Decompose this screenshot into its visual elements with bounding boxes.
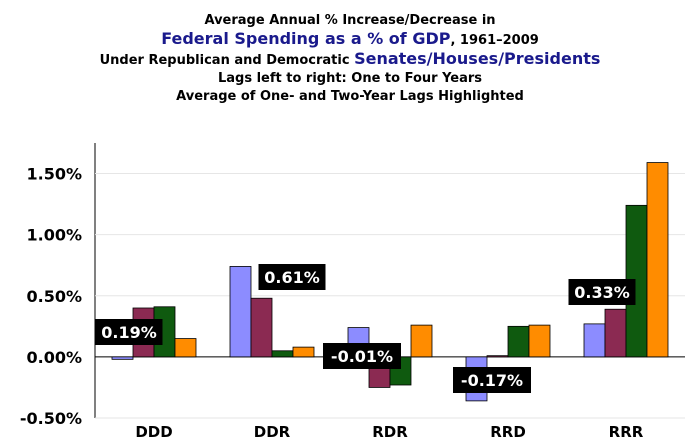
y-tick-label: -0.50% — [20, 409, 82, 428]
title-line-5: Average of One- and Two-Year Lags Highli… — [176, 89, 524, 104]
y-tick-label: 1.50% — [26, 165, 82, 184]
highlight-label: -0.01% — [331, 347, 393, 366]
x-tick-label: RRR — [609, 423, 644, 441]
title-line-2: Federal Spending as a % of GDP, 1961–200… — [0, 30, 700, 50]
bar — [646, 162, 669, 358]
highlight-label-box — [453, 367, 531, 393]
title-line-3-main: Senates/Houses/Presidents — [354, 49, 601, 68]
highlight-label-box — [568, 279, 636, 305]
x-tick-label: DDD — [135, 423, 172, 441]
highlight-label: -0.17% — [461, 371, 523, 390]
title-line-2-main: Federal Spending as a % of GDP — [161, 29, 451, 48]
highlight-label-box — [323, 343, 401, 369]
title-line-2-rest: , 1961–2009 — [450, 33, 539, 48]
bar — [583, 323, 606, 358]
x-tick-label: RDR — [372, 423, 408, 441]
title-line-3-pre: Under Republican and Democratic — [99, 53, 355, 68]
bar — [271, 350, 294, 358]
bar — [528, 324, 551, 358]
bar — [410, 324, 433, 358]
highlight-label: 0.19% — [101, 323, 157, 342]
x-tick-label: DDR — [254, 423, 291, 441]
highlight-label: 0.61% — [264, 268, 320, 287]
title-line-4: Lags left to right: One to Four Years — [217, 71, 483, 86]
bar — [250, 297, 273, 358]
bar — [604, 308, 627, 358]
title-line-3: Under Republican and Democratic Senates/… — [0, 50, 700, 70]
bar — [507, 325, 530, 358]
x-tick-label: RRD — [490, 423, 526, 441]
bar — [486, 355, 509, 358]
highlight-label-box — [258, 264, 326, 290]
bar — [111, 356, 134, 360]
title-line-1: Average Annual % Increase/Decrease in — [204, 13, 496, 28]
y-tick-label: 0.50% — [26, 287, 82, 306]
highlight-label-box — [95, 319, 163, 345]
bar — [292, 346, 315, 358]
bar — [229, 266, 252, 358]
highlight-label: 0.33% — [574, 283, 630, 302]
y-tick-label: 1.00% — [26, 226, 82, 245]
y-tick-label: 0.00% — [26, 348, 82, 367]
chart-title-block: Average Annual % Increase/Decrease in Fe… — [0, 12, 700, 106]
bar — [174, 338, 197, 358]
